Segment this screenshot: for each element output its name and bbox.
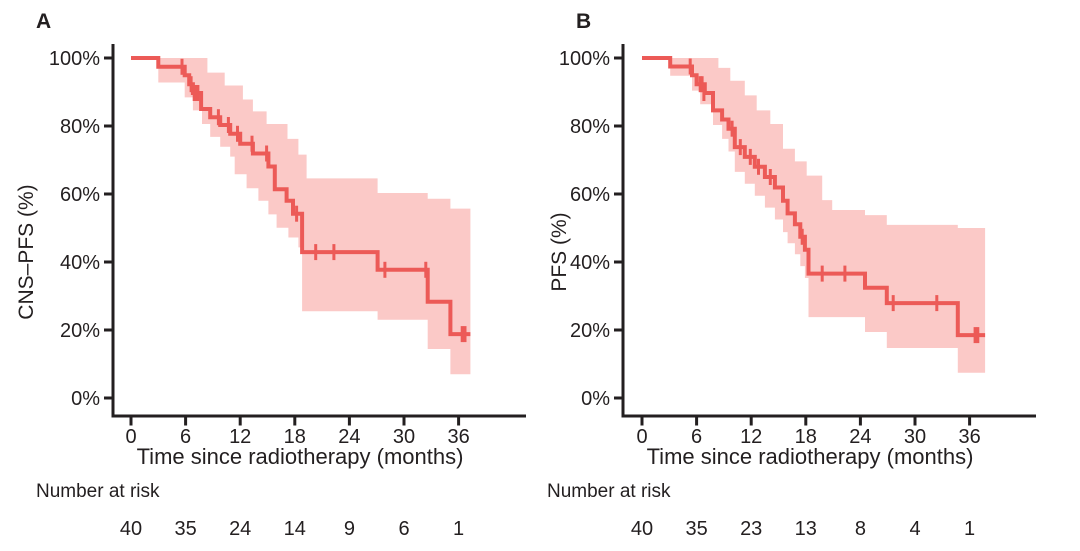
risk-count: 1 <box>453 518 464 540</box>
x-tick-label: 24 <box>338 426 360 448</box>
x-tick-label: 36 <box>447 426 469 448</box>
risk-count: 1 <box>964 518 975 540</box>
y-tick-label: 40% <box>60 252 100 274</box>
risk-count: 40 <box>120 518 142 540</box>
y-tick-label: 0% <box>581 388 610 410</box>
y-tick-label: 60% <box>60 184 100 206</box>
risk-count: 4 <box>909 518 920 540</box>
y-tick-label: 20% <box>60 320 100 342</box>
y-tick-label: 0% <box>71 388 100 410</box>
x-tick-label: 18 <box>284 426 306 448</box>
risk-count: 40 <box>631 518 653 540</box>
confidence-band <box>158 58 471 375</box>
y-tick-label: 80% <box>570 116 610 138</box>
y-tick-label: 100% <box>49 48 100 70</box>
x-tick-label: 0 <box>636 426 647 448</box>
y-axis-title-pfs: PFS (%) <box>548 212 571 292</box>
x-axis-title-a: Time since radiotherapy (months) <box>136 444 464 469</box>
y-tick-label: 60% <box>570 184 610 206</box>
y-tick-label: 80% <box>60 116 100 138</box>
x-tick-label: 36 <box>958 426 980 448</box>
x-tick-label: 12 <box>229 426 251 448</box>
risk-count: 23 <box>740 518 762 540</box>
x-tick-label: 12 <box>740 426 762 448</box>
x-tick-label: 0 <box>125 426 136 448</box>
x-tick-label: 30 <box>904 426 926 448</box>
risk-count: 6 <box>398 518 409 540</box>
x-tick-label: 30 <box>393 426 415 448</box>
risk-count: 13 <box>795 518 817 540</box>
y-tick-label: 100% <box>559 48 610 70</box>
risk-count: 14 <box>284 518 306 540</box>
risk-count: 35 <box>174 518 196 540</box>
x-axis-title-b: Time since radiotherapy (months) <box>646 444 974 469</box>
number-at-risk-label-b: Number at risk <box>547 481 671 502</box>
y-tick-label: 20% <box>570 320 610 342</box>
risk-count: 24 <box>229 518 251 540</box>
number-at-risk-label-a: Number at risk <box>36 481 160 502</box>
risk-count: 35 <box>685 518 707 540</box>
risk-count: 8 <box>855 518 866 540</box>
x-tick-label: 24 <box>849 426 871 448</box>
confidence-band <box>670 58 986 373</box>
x-tick-label: 6 <box>691 426 702 448</box>
x-tick-label: 18 <box>795 426 817 448</box>
x-tick-label: 6 <box>180 426 191 448</box>
panel-b-letter: B <box>576 10 592 33</box>
y-tick-label: 40% <box>570 252 610 274</box>
y-axis-title-cns-pfs: CNS–PFS (%) <box>15 184 38 320</box>
risk-count: 9 <box>344 518 355 540</box>
panel-a-letter: A <box>36 10 52 33</box>
